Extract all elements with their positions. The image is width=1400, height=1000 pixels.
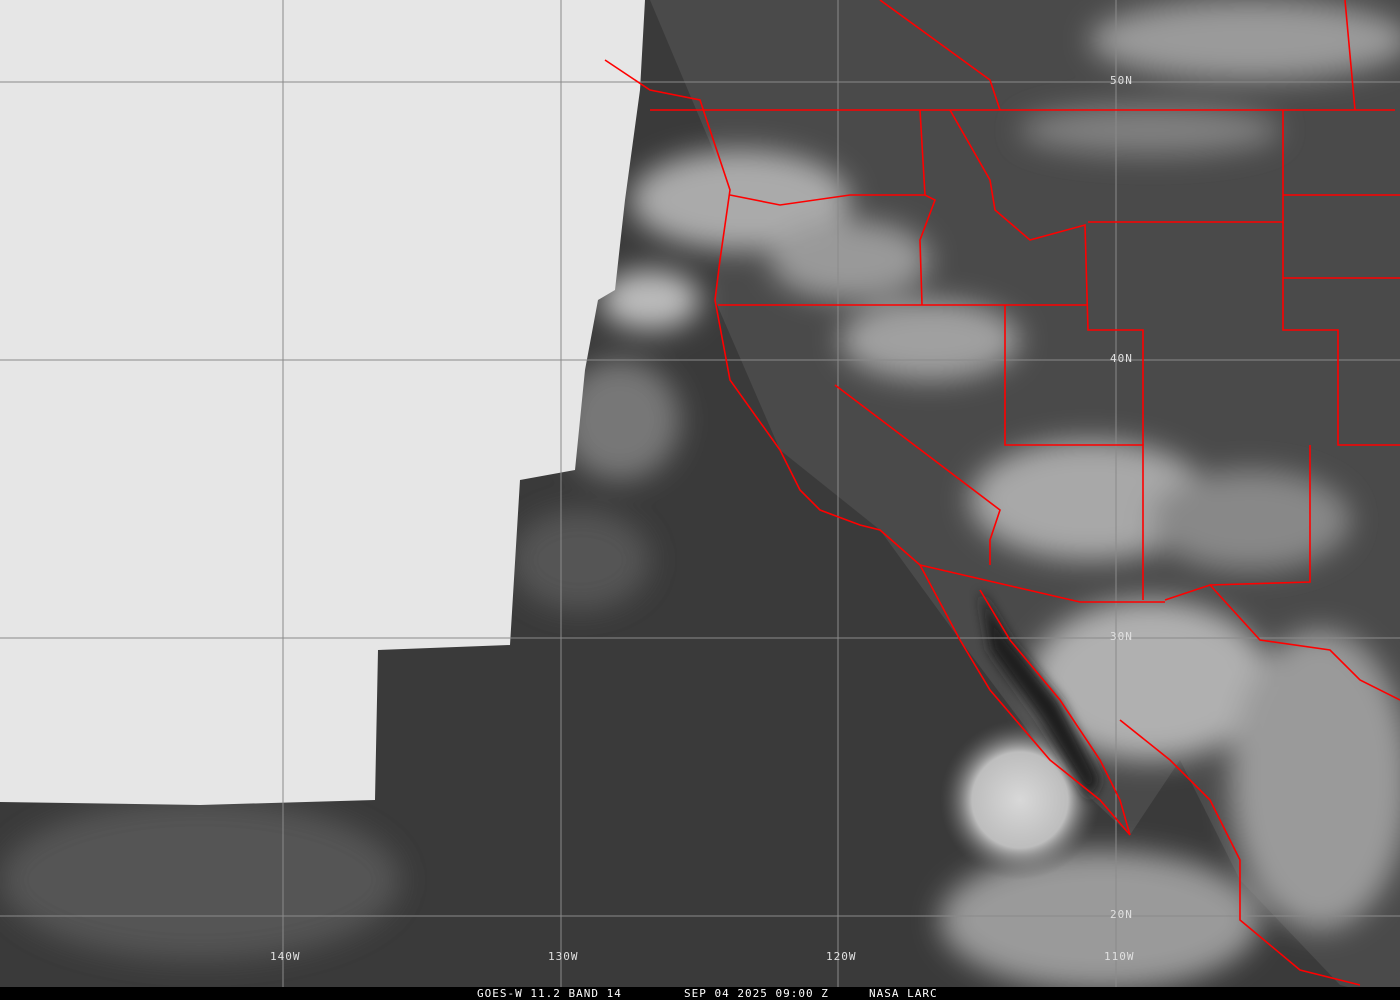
- baja-gulf-coast: [979, 589, 1131, 836]
- caption-satellite: GOES-W 11.2 BAND 14: [477, 987, 622, 1000]
- coastline: [604, 59, 1131, 836]
- lon-label-120w: 120W: [826, 950, 857, 963]
- political-borders: [604, 0, 1400, 986]
- hurricane: [940, 720, 1100, 880]
- caption-bar: GOES-W 11.2 BAND 14 SEP 04 2025 09:00 Z …: [0, 987, 1400, 1000]
- no-data-region: [0, 0, 645, 805]
- caption-datetime: SEP 04 2025 09:00 Z: [684, 987, 829, 1000]
- lon-label-130w: 130W: [548, 950, 579, 963]
- mexico-border: [919, 564, 1165, 603]
- lat-label-30n: 30N: [1110, 630, 1133, 643]
- lat-label-50n: 50N: [1110, 74, 1133, 87]
- lon-label-110w: 110W: [1104, 950, 1135, 963]
- lon-label-140w: 140W: [270, 950, 301, 963]
- nv-border: [1004, 305, 1144, 600]
- mainland-mexico-coast: [1164, 584, 1400, 701]
- lat-label-20n: 20N: [1110, 908, 1133, 921]
- ca-nv-border: [834, 384, 1001, 565]
- lat-label-40n: 40N: [1110, 352, 1133, 365]
- caption-source: NASA LARC: [869, 987, 938, 1000]
